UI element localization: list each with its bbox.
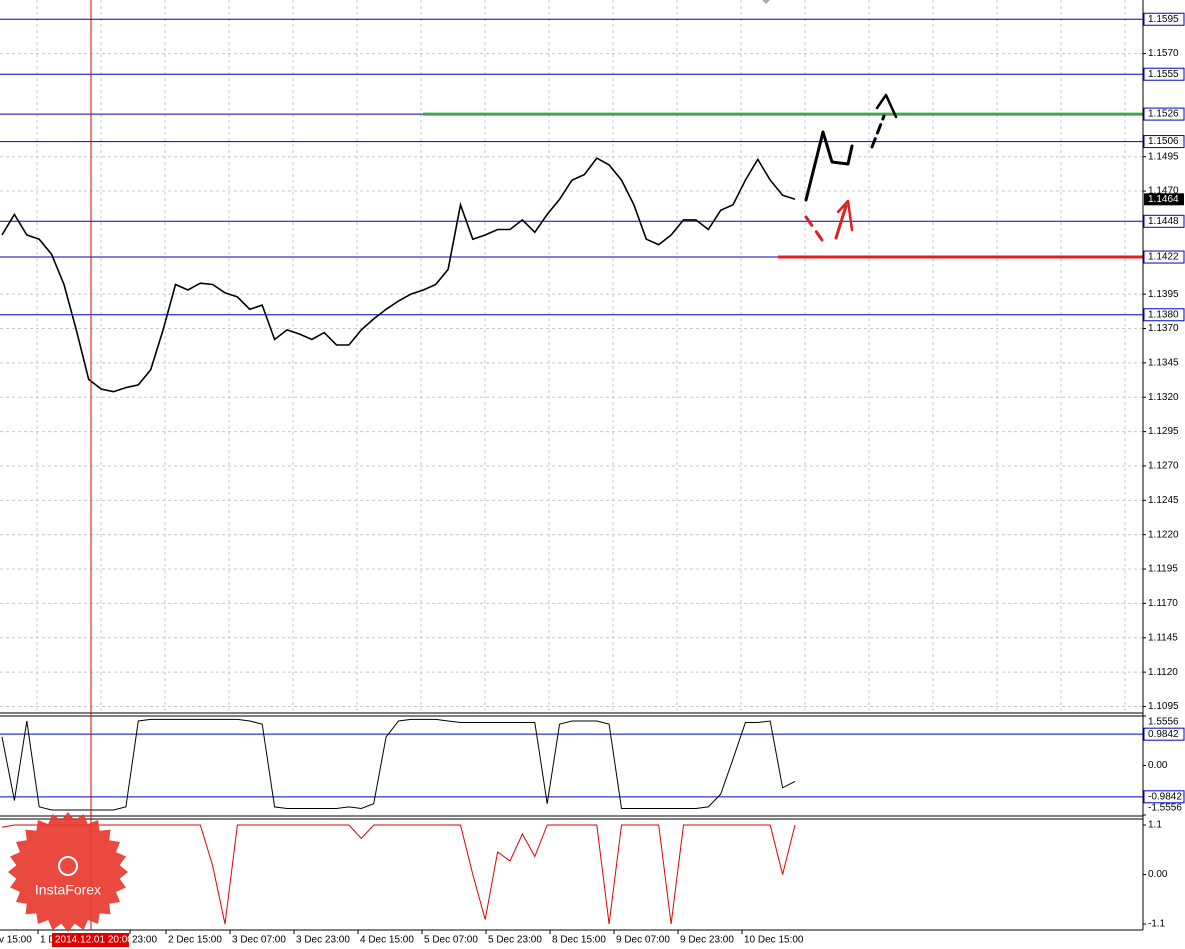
x-tick-label: 1 D — [40, 935, 56, 946]
y-tick-label: -1.5556 — [1148, 803, 1182, 814]
y-tick-label: 1.1120 — [1148, 667, 1178, 678]
level-label: 0.9842 — [1148, 729, 1179, 740]
arrow-head — [875, 93, 898, 119]
level-label: -0.9842 — [1148, 791, 1182, 802]
y-tick-label: 1.1095 — [1148, 701, 1179, 712]
arrow-dashed — [870, 114, 886, 149]
x-tick-label: 8 Dec 15:00 — [552, 935, 606, 946]
y-tick-label: 1.1345 — [1148, 358, 1179, 369]
y-tick-label: 1.1470 — [1148, 186, 1179, 197]
x-axis: v 15:00 1 D 23:00 2 Dec 15:00 3 Dec 07:00 3 D… — [0, 930, 804, 946]
level-label-box — [1143, 107, 1185, 121]
x-tick-label: 2 Dec 15:00 — [168, 935, 222, 946]
y-tick-label: 1.1320 — [1148, 392, 1179, 403]
y-tick-label: 1.1395 — [1148, 289, 1179, 300]
x-tick-label: 5 Dec 23:00 — [488, 935, 542, 946]
level-label-box — [1143, 250, 1185, 264]
y-tick-label: 0.00 — [1148, 760, 1168, 771]
y-tick-label: 1.1270 — [1148, 461, 1179, 472]
scroll-marker — [762, 0, 770, 4]
x-tick-label: 4 Dec 15:00 — [360, 935, 414, 946]
watermark-text: InstaForex — [35, 882, 101, 898]
cursor-label-box — [52, 933, 129, 947]
level-label: 1.1555 — [1148, 69, 1179, 80]
level-label: 1.1380 — [1148, 309, 1179, 320]
y-tick-label: 1.1 — [1148, 820, 1162, 831]
grid-layer — [0, 0, 1143, 712]
x-tick-label: 10 Dec 15:00 — [744, 935, 804, 946]
x-tick-label: v 15:00 — [0, 935, 32, 946]
y-tick-label: 1.1495 — [1148, 151, 1179, 162]
y-tick-label: 1.1220 — [1148, 529, 1179, 540]
y-tick-label: 1.1295 — [1148, 426, 1179, 437]
y-tick-label: -1.1 — [1148, 919, 1166, 930]
logo-badge — [8, 812, 128, 932]
y-tick-label: 1.1195 — [1148, 564, 1178, 575]
level-label-box — [1143, 727, 1185, 741]
arrow-red-dashed — [804, 215, 824, 242]
level-label-box — [1143, 790, 1185, 804]
y-tick-label: 1.1570 — [1148, 48, 1179, 59]
x-tick-label: 9 Dec 07:00 — [616, 935, 670, 946]
arrow-red — [834, 204, 848, 240]
watermark-logo: InstaForex — [8, 812, 128, 932]
logo-icon — [58, 856, 78, 876]
y-tick-label: 1.5556 — [1148, 717, 1179, 728]
cursor-label: 2014.12.01 20:00 — [55, 935, 133, 946]
plot-layer — [0, 18, 1146, 925]
series-line — [1, 824, 796, 925]
x-tick-label: 5 Dec 07:00 — [424, 935, 478, 946]
arrow-red-head — [836, 199, 854, 232]
y-tick-label: 0.00 — [1148, 869, 1168, 880]
annotation-arrows — [804, 93, 898, 242]
level-label: 1.1595 — [1148, 14, 1179, 25]
level-label-box — [1143, 214, 1185, 228]
level-label: 1.1422 — [1148, 252, 1179, 263]
level-label-box — [1143, 12, 1185, 26]
arrow-solid — [804, 130, 854, 202]
current-price-box — [1144, 193, 1184, 206]
level-label: 1.1506 — [1148, 136, 1179, 147]
x-tick-label: 3 Dec 07:00 — [232, 935, 286, 946]
x-tick-label: 9 Dec 23:00 — [680, 935, 734, 946]
y-tick-label: 1.1245 — [1148, 495, 1179, 506]
x-tick-label: 23:00 — [132, 935, 157, 946]
level-label-box — [1143, 67, 1185, 81]
y-tick-label: 1.1370 — [1148, 323, 1179, 334]
x-tick-label: 3 Dec 23:00 — [296, 935, 350, 946]
series-line — [1, 718, 796, 811]
level-label-box — [1143, 308, 1185, 322]
y-tick-label: 1.1145 — [1148, 632, 1178, 643]
y-tick-label: 1.1170 — [1148, 598, 1178, 609]
level-label-box — [1143, 135, 1185, 149]
level-label: 1.1448 — [1148, 216, 1179, 227]
series-line — [1, 157, 796, 393]
current-price-label: 1.1464 — [1148, 194, 1179, 205]
level-label: 1.1526 — [1148, 109, 1179, 120]
